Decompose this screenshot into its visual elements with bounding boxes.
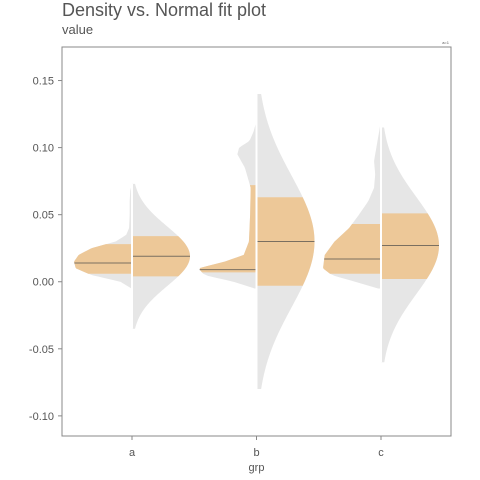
y-axis: 0.15 0.10 0.05 0.00 -0.05 -0.10 [29,76,62,423]
violin-group-c [323,120,439,363]
y-tick-label: 0.10 [33,143,54,155]
density-iqr-band [74,244,132,274]
violin-group-b [199,93,315,390]
violin-group-a [74,183,190,329]
chart-subtitle: value [62,22,94,37]
normal-iqr-band [381,213,439,280]
x-axis: a b c [129,436,384,459]
density-iqr-band [199,185,257,273]
x-tick-label: a [129,447,136,459]
y-tick-label: -0.05 [29,344,54,356]
x-tick-label: b [253,447,259,459]
y-tick-label: 0.15 [33,76,54,88]
legend-label: a=1 [442,40,450,45]
density-half-violin [199,120,257,289]
y-tick-label: -0.10 [29,411,54,423]
density-iqr-band [323,224,381,274]
y-tick-label: 0.05 [33,210,54,222]
x-axis-label: grp [249,462,265,474]
chart-title: Density vs. Normal fit plot [62,0,267,20]
y-tick-label: 0.00 [33,277,54,289]
x-tick-label: c [378,447,384,459]
violins-layer [74,93,439,390]
